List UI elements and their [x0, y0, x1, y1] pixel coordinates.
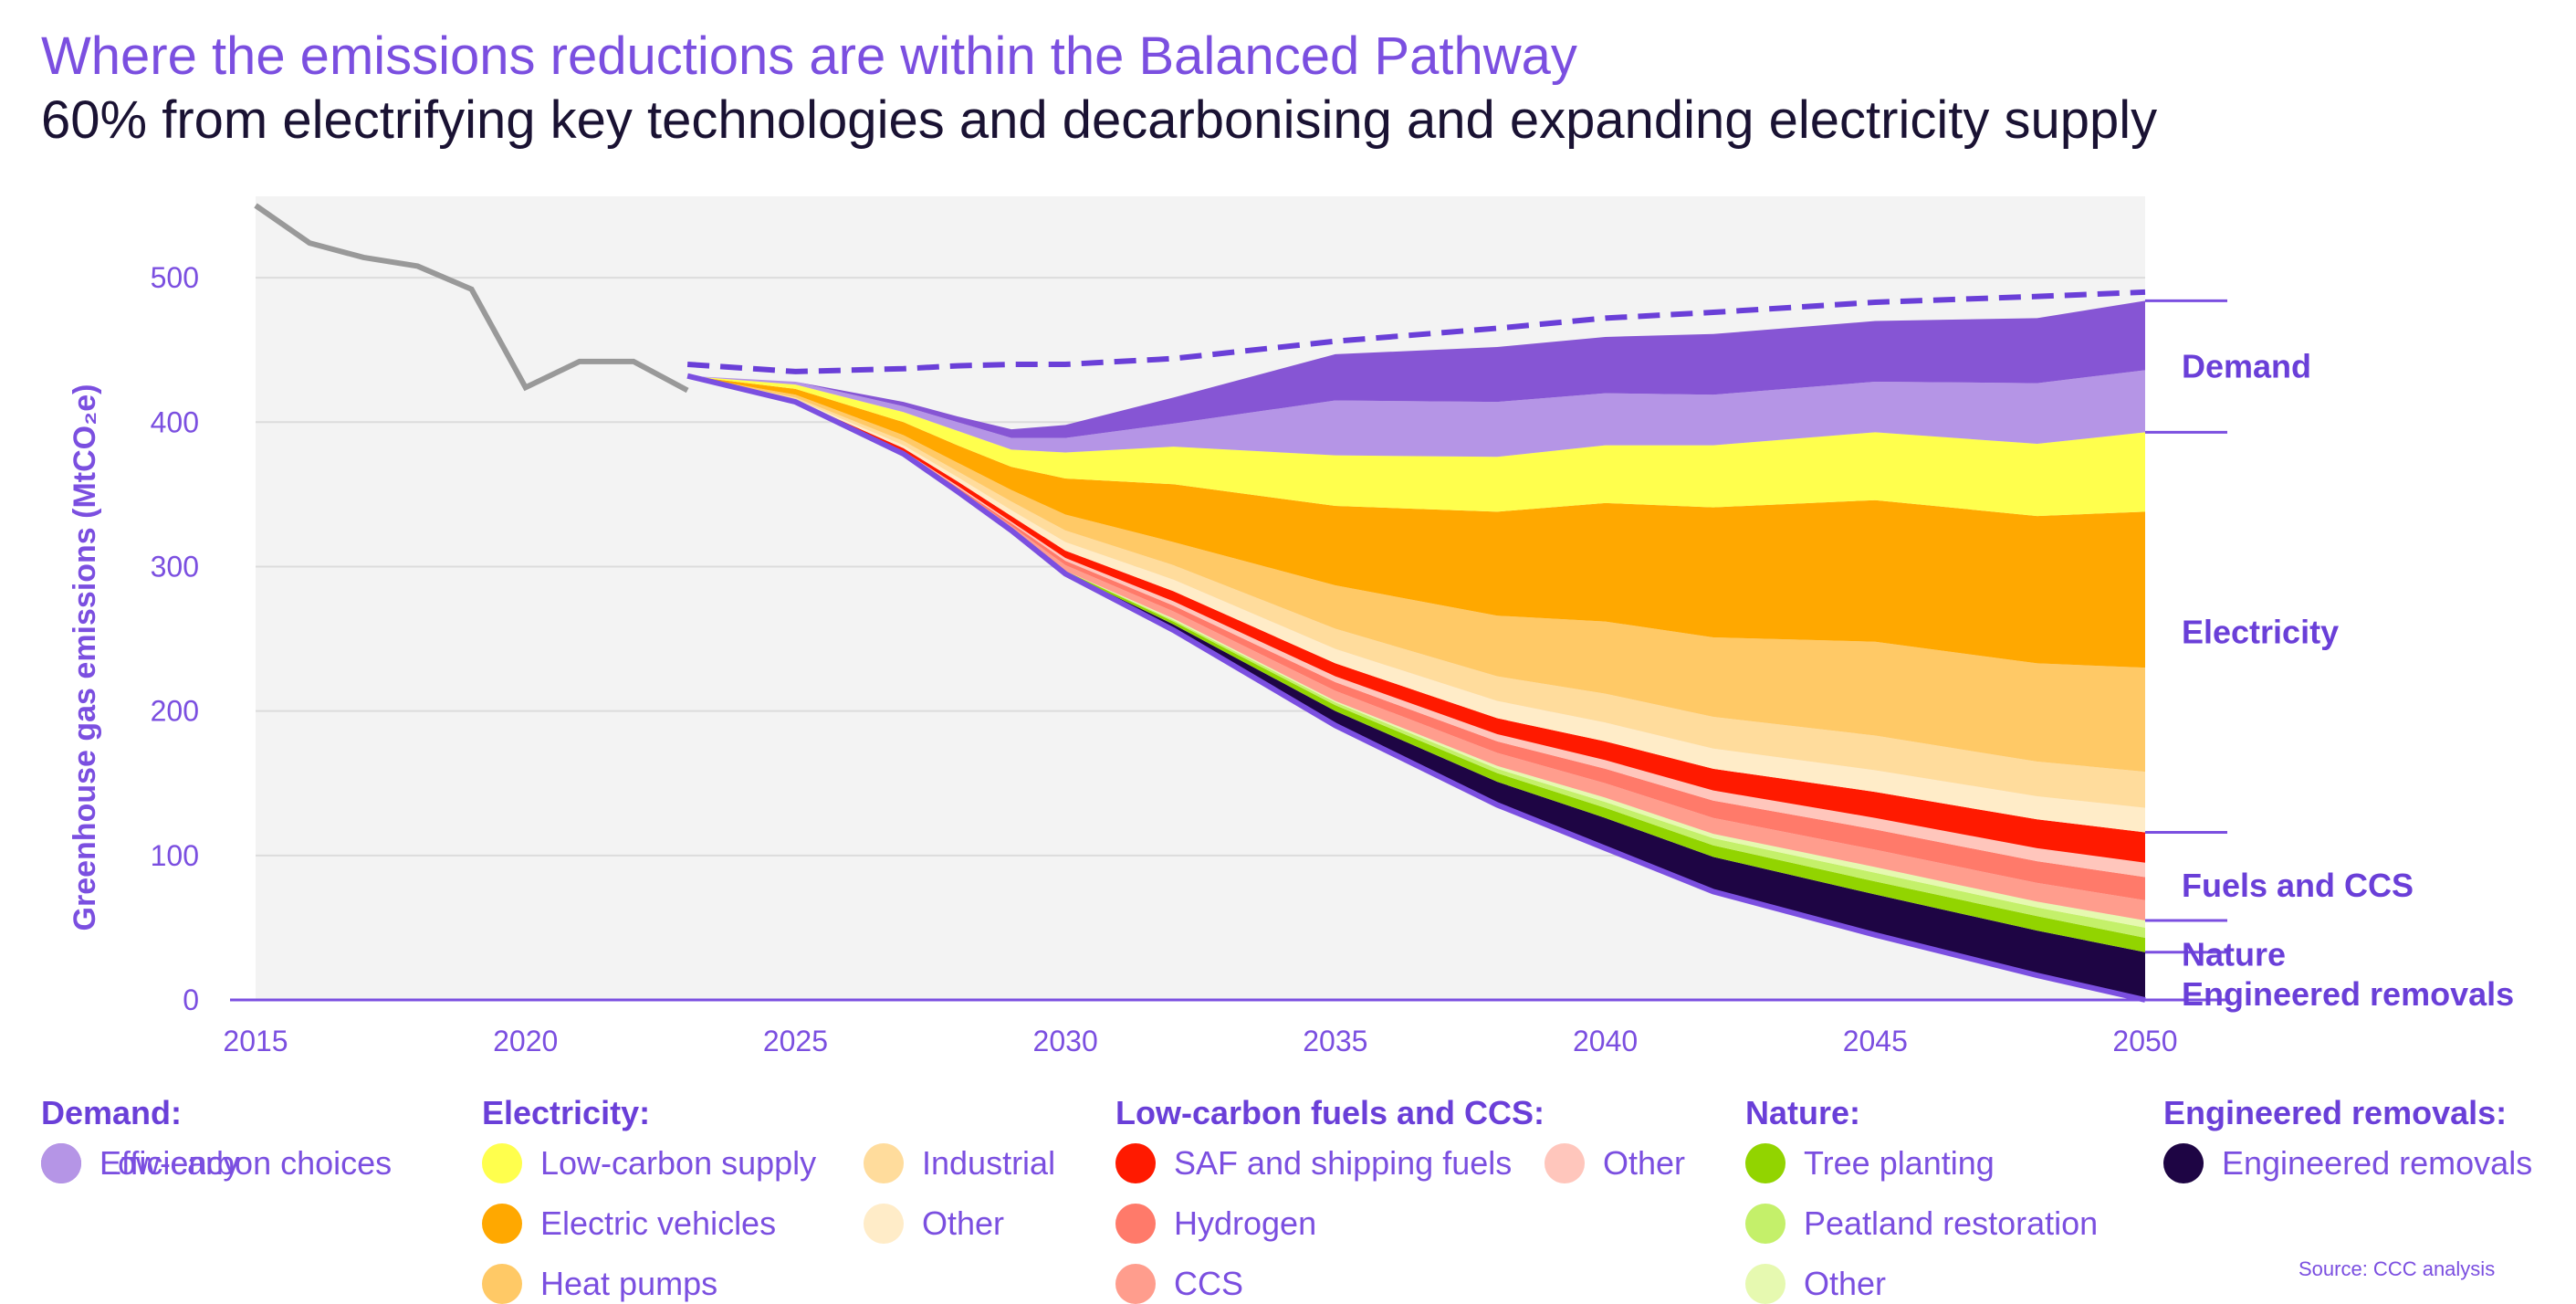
x-tick-label: 2015: [223, 1025, 288, 1057]
x-tick-label: 2035: [1303, 1025, 1367, 1057]
chart-subtitle: 60% from electrifying key technologies a…: [41, 90, 2158, 150]
x-tick-label: 2050: [2112, 1025, 2177, 1057]
baseline-dashed-line: [686, 289, 2146, 374]
y-tick-label: 400: [151, 405, 199, 438]
group-label-engineered-removals: Engineered removals: [2182, 975, 2514, 1013]
area-engineered-removals-engineered-removals: [687, 375, 2146, 1000]
area-electricity-industrial: [687, 375, 2146, 808]
area-demand-low-carbon-choices: [687, 300, 2146, 438]
y-tick-label: 0: [183, 983, 199, 1016]
group-label-demand: Demand: [2182, 347, 2311, 384]
source-note: Source: CCC analysis: [2299, 1257, 2496, 1280]
y-tick-label: 500: [151, 261, 199, 294]
y-axis-label: Greenhouse gas emissions (MtCO₂e): [68, 384, 102, 931]
y-tick-label: 300: [151, 550, 199, 583]
group-label-electricity: Electricity: [2182, 613, 2339, 650]
x-tick-label: 2030: [1033, 1025, 1098, 1057]
x-tick-label: 2020: [493, 1025, 558, 1057]
y-tick-label: 100: [151, 839, 199, 872]
pathway-line: [686, 373, 2146, 1003]
y-tick-label: 200: [151, 695, 199, 728]
group-label-fuels-and-ccs: Fuels and CCS: [2182, 867, 2414, 904]
area-low-carbon-fuels-and-ccs-saf-and-shipping-fuels: [687, 375, 2146, 863]
chart-title: Where the emissions reductions are withi…: [41, 26, 1577, 86]
x-tick-label: 2025: [763, 1025, 828, 1057]
group-label-nature: Nature: [2182, 935, 2286, 973]
x-tick-label: 2040: [1573, 1025, 1638, 1057]
area-electricity-low-carbon-supply: [687, 375, 2146, 517]
x-tick-label: 2045: [1843, 1025, 1908, 1057]
area-demand-efficiency: [687, 370, 2146, 457]
area-electricity-electric-vehicles: [687, 375, 2146, 668]
historical-emissions-line: [254, 203, 689, 394]
area-electricity-heat-pumps: [687, 375, 2146, 773]
